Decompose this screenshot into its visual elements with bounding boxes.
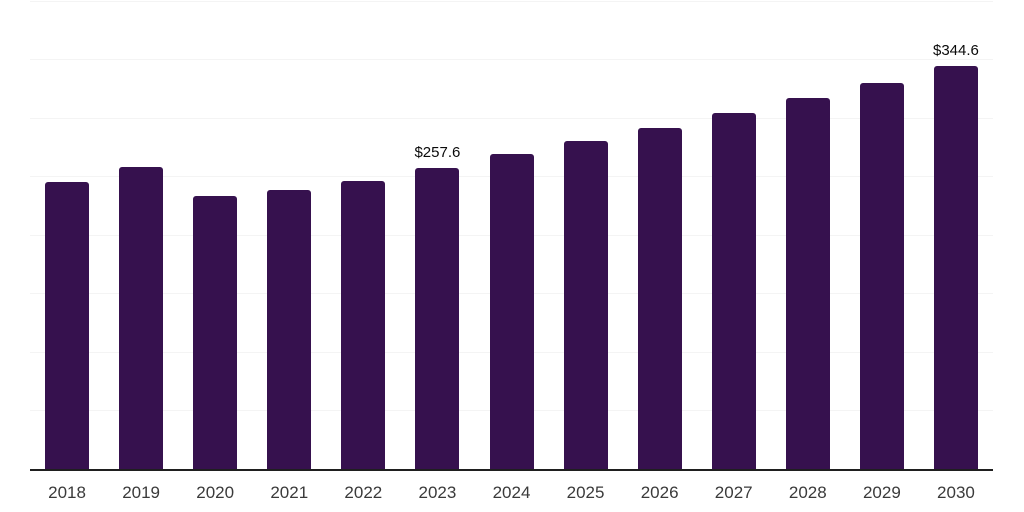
bar-2027 [711,113,756,470]
data-label-2030: $344.6 [933,42,979,60]
x-tick-label-2026: 2026 [640,483,679,502]
x-tick-label-2022: 2022 [344,483,383,502]
bar-2023 [415,168,460,470]
x-axis-line [30,469,993,471]
gridline-350 [30,59,993,61]
x-tick-label-2023: 2023 [418,483,457,502]
data-label-2023: $257.6 [414,144,461,162]
bar-2024 [489,154,534,470]
x-tick-label-2028: 2028 [788,483,827,502]
x-tick-label-2021: 2021 [270,483,309,502]
bar-2019 [119,167,164,470]
bar-2021 [267,189,312,470]
bar-2028 [785,97,830,470]
x-tick-label-2030: 2030 [937,483,975,502]
x-tick-label-2029: 2029 [862,483,901,502]
x-tick-label-2020: 2020 [196,483,235,502]
bar-2029 [859,82,904,470]
bar-2018 [45,181,90,470]
bar-2030 [933,66,978,470]
x-tick-label-2024: 2024 [492,483,531,502]
x-tick-label-2019: 2019 [122,483,161,502]
x-tick-label-2027: 2027 [714,483,753,502]
bar-2022 [341,180,386,470]
gridline-400 [30,0,993,2]
bar-2026 [637,128,682,470]
bar-2025 [563,141,608,470]
x-tick-label-2018: 2018 [48,483,86,502]
x-tick-label-2025: 2025 [566,483,605,502]
bar-2020 [193,195,238,470]
gridline-300 [30,117,993,119]
